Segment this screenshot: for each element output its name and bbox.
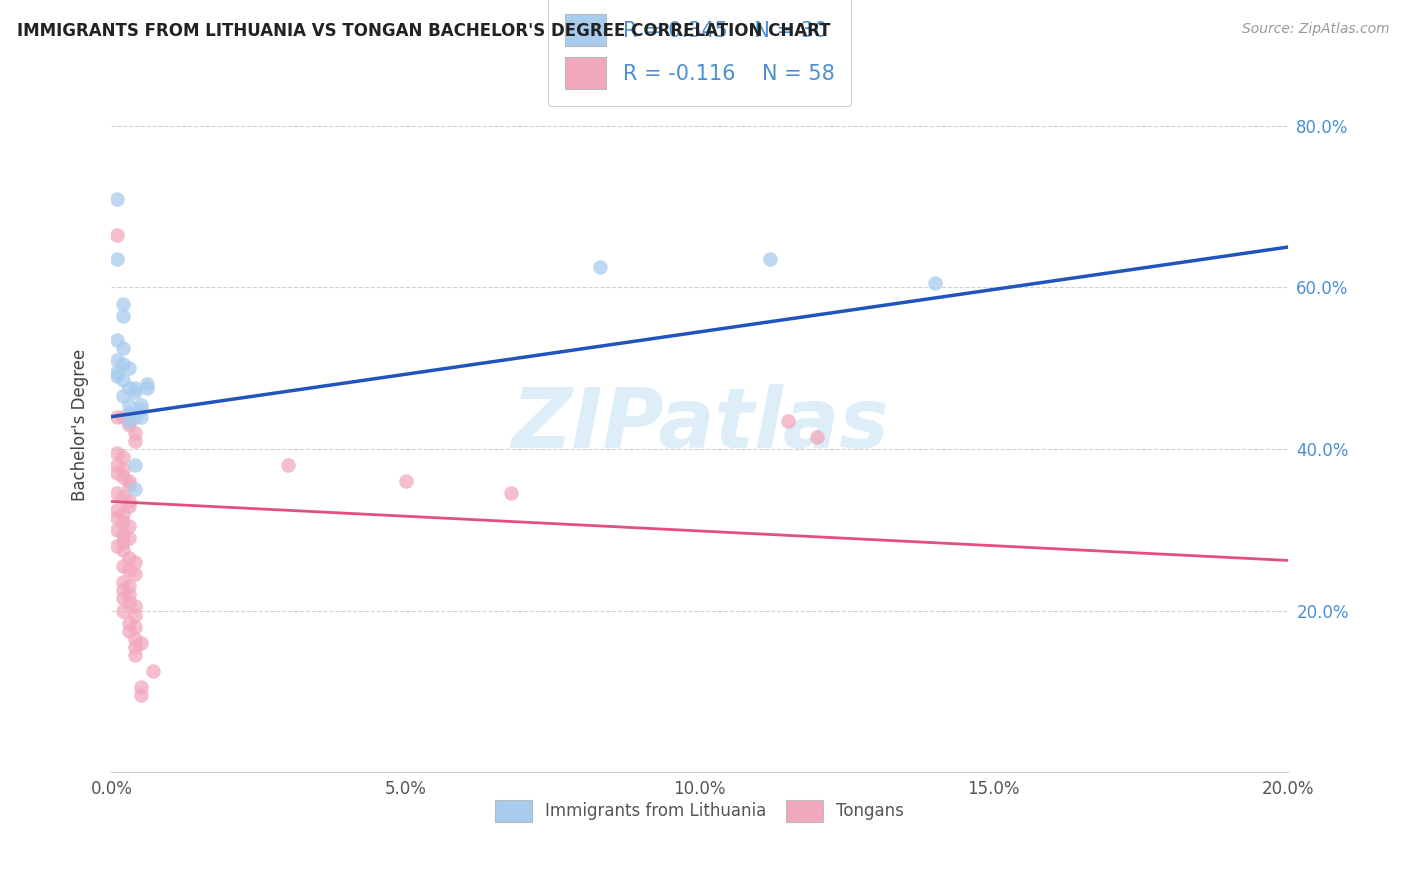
Point <box>124 381 146 395</box>
Point <box>112 373 135 387</box>
Point <box>129 680 152 694</box>
Point <box>124 409 146 424</box>
Point <box>135 377 157 392</box>
Point <box>118 531 141 545</box>
Point <box>112 296 135 310</box>
Point <box>105 365 128 379</box>
Point <box>105 458 128 472</box>
Text: IMMIGRANTS FROM LITHUANIA VS TONGAN BACHELOR'S DEGREE CORRELATION CHART: IMMIGRANTS FROM LITHUANIA VS TONGAN BACH… <box>17 22 831 40</box>
Point <box>118 414 141 428</box>
Point <box>105 252 128 267</box>
Point <box>112 389 135 403</box>
Point <box>105 486 128 500</box>
Point <box>105 409 128 424</box>
Point <box>124 607 146 622</box>
Point <box>112 591 135 606</box>
Point <box>118 398 141 412</box>
Point <box>112 341 135 355</box>
Point <box>124 567 146 582</box>
Point <box>135 381 157 395</box>
Point <box>112 603 135 617</box>
Point <box>118 406 141 420</box>
Point <box>129 409 152 424</box>
Point <box>112 559 135 574</box>
Point <box>118 587 141 601</box>
Point <box>118 579 141 593</box>
Y-axis label: Bachelor's Degree: Bachelor's Degree <box>72 349 89 501</box>
Point <box>129 401 152 416</box>
Legend: Immigrants from Lithuania, Tongans: Immigrants from Lithuania, Tongans <box>484 789 915 833</box>
Point <box>142 664 165 678</box>
Point <box>124 425 146 440</box>
Point <box>759 252 782 267</box>
Point <box>118 361 141 376</box>
Point <box>105 539 128 553</box>
Point <box>118 499 141 513</box>
Point <box>129 636 152 650</box>
Point <box>129 689 152 703</box>
Point <box>124 599 146 614</box>
Point <box>112 543 135 558</box>
Point <box>112 357 135 371</box>
Point <box>112 450 135 464</box>
Point <box>112 583 135 598</box>
Point <box>112 534 135 549</box>
Point <box>124 458 146 472</box>
Point <box>277 458 299 472</box>
Point <box>112 507 135 521</box>
Point <box>124 632 146 646</box>
Point <box>105 466 128 480</box>
Point <box>105 510 128 524</box>
Point <box>112 515 135 529</box>
Text: ZIPatlas: ZIPatlas <box>510 384 889 466</box>
Point <box>118 624 141 638</box>
Point <box>124 555 146 569</box>
Point <box>776 414 799 428</box>
Text: Source: ZipAtlas.com: Source: ZipAtlas.com <box>1241 22 1389 37</box>
Point <box>112 575 135 590</box>
Point <box>118 381 141 395</box>
Point <box>124 640 146 654</box>
Point <box>118 615 141 630</box>
Point <box>118 417 141 432</box>
Point <box>118 595 141 609</box>
Point <box>105 227 128 242</box>
Point <box>124 434 146 448</box>
Point <box>112 309 135 323</box>
Point <box>112 470 135 484</box>
Point <box>924 277 946 291</box>
Point <box>118 478 141 492</box>
Point <box>118 518 141 533</box>
Point <box>118 563 141 577</box>
Point <box>118 414 141 428</box>
Point <box>118 551 141 566</box>
Point <box>105 333 128 347</box>
Point <box>105 523 128 537</box>
Point <box>806 430 828 444</box>
Point <box>124 648 146 662</box>
Point <box>118 475 141 489</box>
Point <box>112 491 135 505</box>
Point <box>124 385 146 400</box>
Point <box>105 192 128 206</box>
Point <box>501 486 523 500</box>
Point <box>105 353 128 368</box>
Point <box>112 526 135 541</box>
Point <box>118 494 141 508</box>
Point <box>394 475 416 489</box>
Point <box>112 462 135 476</box>
Point <box>589 260 612 275</box>
Point <box>129 398 152 412</box>
Point <box>124 483 146 497</box>
Point <box>112 409 135 424</box>
Point <box>105 369 128 384</box>
Point <box>105 502 128 516</box>
Point <box>105 446 128 460</box>
Point <box>124 620 146 634</box>
